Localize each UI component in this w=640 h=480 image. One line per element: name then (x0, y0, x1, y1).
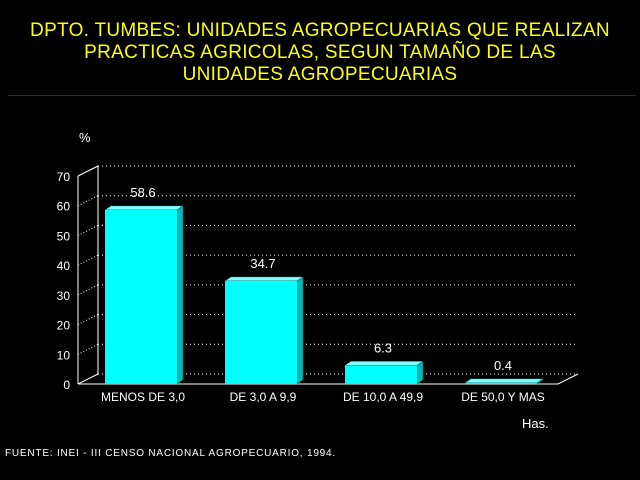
floor-right-edge (557, 373, 579, 385)
y-tick-label: 20 (57, 319, 71, 333)
bar (225, 280, 297, 384)
x-tick-label: DE 3,0 A 9,9 (230, 390, 297, 404)
y-tick-label: 30 (57, 289, 71, 303)
bar-top (344, 361, 424, 366)
gridline-side (77, 224, 99, 236)
title-line-3: UNIDADES AGROPECUARIAS (182, 64, 458, 85)
gridline-side (77, 284, 99, 296)
bar (105, 209, 177, 384)
y-tick-label: 40 (57, 259, 71, 273)
bar-top (224, 276, 304, 282)
y-tick-label: 50 (57, 229, 71, 243)
title-line-1: DPTO. TUMBES: UNIDADES AGROPECUARIAS QUE… (30, 20, 610, 41)
data-label: 58.6 (130, 185, 155, 200)
bar-top (104, 205, 184, 211)
y-axis-title: % (79, 130, 91, 145)
chart-title: DPTO. TUMBES: UNIDADES AGROPECUARIAS QUE… (0, 20, 640, 86)
gridline-side (77, 343, 99, 355)
y-tick-label: 60 (57, 200, 71, 214)
y-tick-label: 10 (57, 348, 71, 362)
bar (345, 365, 417, 384)
y-tick-label: 0 (63, 378, 70, 392)
gridline-side (77, 165, 99, 177)
x-axis-title: Has. (522, 416, 549, 431)
bar-side (296, 276, 304, 385)
floor-left-edge (77, 373, 99, 385)
y-tick-label: 70 (57, 170, 71, 184)
bar-chart: 0 10 20 30 40 50 60 70% Has. 58.6 MENOS DE 3,0 34.7… (57, 130, 579, 431)
data-label: 0.4 (494, 358, 512, 373)
bar (465, 382, 537, 384)
gridline-side (77, 254, 99, 266)
bar-side (176, 205, 184, 385)
title-divider (8, 95, 636, 96)
data-label: 34.7 (250, 256, 275, 271)
x-tick-label: DE 10,0 A 49,9 (343, 390, 423, 404)
gridline-side (77, 195, 99, 207)
bar-top (464, 378, 544, 384)
data-label: 6.3 (374, 340, 392, 355)
title-line-2: PRACTICAS AGRICOLAS, SEGUN TAMAÑO DE LAS (84, 42, 556, 63)
x-tick-label: DE 50,0 Y MAS (461, 390, 545, 404)
source-note: FUENTE: INEI - III CENSO NACIONAL AGROPE… (5, 448, 336, 459)
gridline-side (77, 314, 99, 326)
x-tick-label: MENOS DE 3,0 (101, 390, 185, 404)
